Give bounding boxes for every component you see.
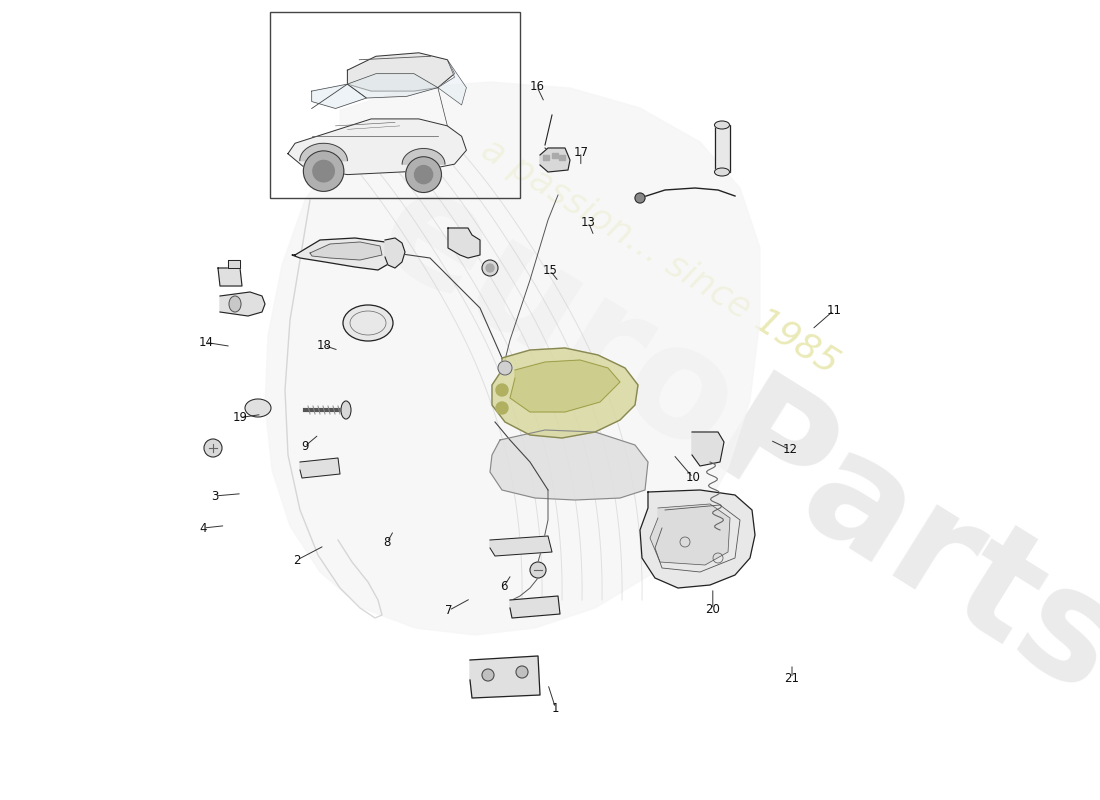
Text: a passion... since 1985: a passion... since 1985 [475,132,845,380]
Text: 9: 9 [301,440,308,453]
Text: 21: 21 [784,672,800,685]
Text: 18: 18 [317,339,332,352]
Text: 3: 3 [211,490,218,502]
Circle shape [496,384,508,396]
Text: 10: 10 [685,471,701,484]
Text: 6: 6 [500,580,507,593]
Polygon shape [470,656,540,698]
Circle shape [496,402,508,414]
Circle shape [406,157,441,193]
Circle shape [486,264,494,272]
Polygon shape [640,490,755,588]
Text: 7: 7 [446,604,452,617]
Polygon shape [490,430,648,500]
Text: 16: 16 [529,80,544,93]
Polygon shape [490,536,552,556]
Polygon shape [220,292,265,316]
Text: 8: 8 [384,536,390,549]
Polygon shape [228,260,240,268]
Polygon shape [715,125,730,172]
Ellipse shape [715,121,729,129]
Circle shape [415,166,432,184]
Circle shape [635,193,645,203]
Text: 12: 12 [782,443,797,456]
Polygon shape [650,504,730,565]
Text: euroParts: euroParts [351,154,1100,726]
Polygon shape [288,119,466,174]
Polygon shape [292,238,395,270]
Polygon shape [300,458,340,478]
Polygon shape [218,268,242,286]
Circle shape [304,151,344,191]
Polygon shape [348,74,438,98]
Polygon shape [492,348,638,438]
Text: 19: 19 [232,411,248,424]
Text: 17: 17 [573,146,588,158]
Ellipse shape [715,168,729,176]
Polygon shape [540,148,570,172]
Ellipse shape [245,399,271,417]
Polygon shape [403,149,446,164]
Polygon shape [348,53,454,91]
Text: 11: 11 [826,304,842,317]
Polygon shape [300,143,348,161]
Polygon shape [385,238,405,268]
Ellipse shape [343,305,393,341]
Polygon shape [265,82,760,635]
Circle shape [204,439,222,457]
Polygon shape [692,432,724,466]
Bar [559,155,565,160]
Ellipse shape [229,296,241,312]
Text: 4: 4 [200,522,207,534]
Bar [552,153,558,158]
Polygon shape [448,228,480,258]
Circle shape [482,260,498,276]
Polygon shape [510,360,620,412]
Polygon shape [311,84,366,109]
Circle shape [482,669,494,681]
Circle shape [498,361,512,375]
Circle shape [516,666,528,678]
Polygon shape [438,60,466,105]
Text: 20: 20 [705,603,720,616]
Polygon shape [310,242,382,260]
Text: 13: 13 [581,216,596,229]
Text: 1: 1 [552,702,559,714]
Bar [543,155,549,160]
Text: 14: 14 [198,336,213,349]
Circle shape [312,161,334,182]
Ellipse shape [341,401,351,419]
Text: 15: 15 [542,264,558,277]
Polygon shape [510,596,560,618]
Text: 2: 2 [294,554,300,566]
Circle shape [530,562,546,578]
Bar [270,12,520,198]
